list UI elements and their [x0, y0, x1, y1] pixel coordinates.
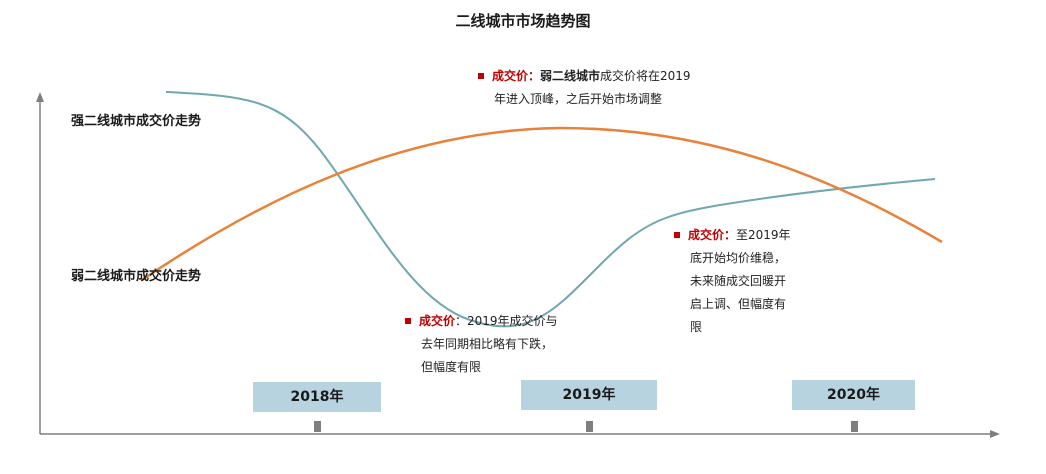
bullet-marker	[478, 73, 484, 79]
weak-city-trend-line	[141, 126, 943, 282]
bullet-marker	[405, 318, 411, 324]
annotation-top-bold: 弱二线城市	[540, 69, 601, 83]
year-tick-2019	[586, 421, 593, 432]
chart-title: 二线城市市场趋势图	[455, 12, 591, 30]
strong-city-trend-line	[165, 91, 936, 328]
annotation-right-line4: 启上调、但幅度有	[690, 297, 787, 311]
strong-city-label: 强二线城市成交价走势	[71, 114, 202, 129]
year-label-2019: 2019年	[521, 380, 657, 410]
year-tick-2020	[851, 421, 858, 432]
annotation-right-keyword: 成交价：	[688, 228, 737, 242]
annotation-right-line3: 未来随成交回暖开	[690, 274, 787, 288]
year-label-2020: 2020年	[792, 380, 915, 410]
annotation-top: 成交价：弱二线城市成交价将在2019 年进入顶峰，之后开始市场调整	[478, 65, 691, 111]
annotation-middle-line3: 但幅度有限	[421, 360, 482, 374]
year-label-2018: 2018年	[253, 382, 381, 412]
annotation-middle-line1: ：2019年成交价与	[455, 314, 558, 328]
weak-city-label: 弱二线城市成交价走势	[71, 269, 202, 284]
annotation-right-line5: 限	[690, 320, 703, 334]
annotation-top-line2: 年进入顶峰，之后开始市场调整	[494, 92, 663, 106]
year-tick-2018	[314, 421, 321, 432]
annotation-middle-line2: 去年同期相比略有下跌，	[421, 337, 554, 351]
annotation-middle-keyword: 成交价	[419, 314, 456, 328]
annotation-middle: 成交价：2019年成交价与 去年同期相比略有下跌， 但幅度有限	[405, 310, 558, 379]
annotation-top-keyword: 成交价：	[492, 69, 541, 83]
annotation-right: 成交价：至2019年 底开始均价维稳， 未来随成交回暖开 启上调、但幅度有 限	[674, 224, 791, 339]
x-axis-arrow	[990, 430, 1000, 438]
bullet-marker	[674, 232, 680, 238]
annotation-right-line1: 至2019年	[736, 228, 791, 242]
y-axis-arrow	[36, 92, 44, 102]
annotation-top-line1: 成交价将在2019	[600, 69, 691, 83]
annotation-right-line2: 底开始均价维稳，	[690, 251, 787, 265]
